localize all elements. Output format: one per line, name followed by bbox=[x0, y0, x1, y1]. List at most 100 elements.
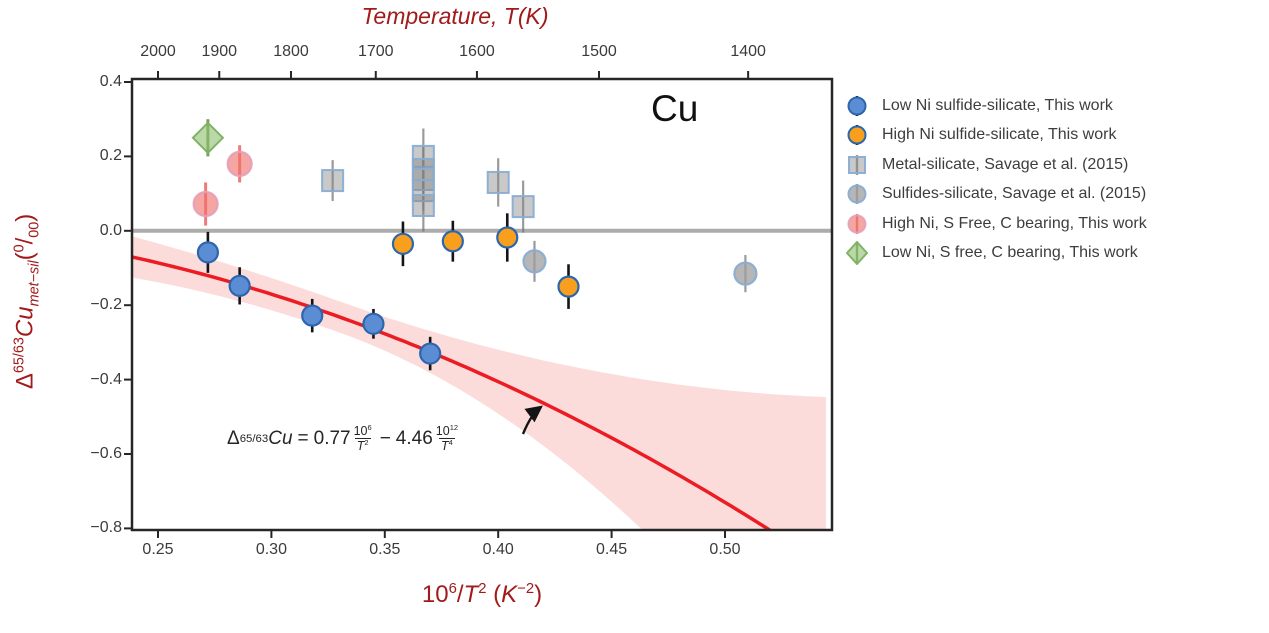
data-point bbox=[411, 144, 435, 168]
series-0 bbox=[196, 231, 442, 371]
top-tick-label: 1900 bbox=[201, 43, 238, 60]
legend-item-high-ni-sulfide: High Ni sulfide-silicate, This work bbox=[846, 121, 1147, 151]
y-tick-label: −0.4 bbox=[90, 370, 122, 388]
x-axis-title-slash: / bbox=[456, 581, 464, 608]
legend: Low Ni sulfide-silicate, This work High … bbox=[845, 91, 1147, 269]
data-point bbox=[192, 190, 219, 218]
series-2 bbox=[321, 128, 535, 233]
equation-arrow bbox=[521, 405, 543, 435]
orange-circle-marker-icon bbox=[846, 123, 868, 147]
y-axis-title-base: Cu bbox=[11, 306, 39, 338]
equation-fraction-1: 106 T2 bbox=[353, 423, 372, 454]
equation-coef1: 0.77 bbox=[313, 427, 351, 449]
x-axis-title-base: 10 bbox=[421, 581, 449, 608]
legend-label: Low Ni, S free, C bearing, This work bbox=[882, 244, 1138, 262]
y-axis-title-close-paren: ) bbox=[11, 213, 39, 222]
legend-item-high-ni-s-free: High Ni, S Free, C bearing, This work bbox=[846, 209, 1147, 239]
legend-item-sulfides-silicate: Sulfides-silicate, Savage et al. (2015) bbox=[846, 180, 1147, 210]
clipped-layers bbox=[132, 119, 832, 530]
legend-item-metal-silicate: Metal-silicate, Savage et al. (2015) bbox=[846, 150, 1147, 180]
y-tick-label: −0.2 bbox=[90, 296, 122, 314]
series-5 bbox=[191, 119, 225, 157]
series-1 bbox=[391, 213, 580, 309]
plot-title-cu: Cu bbox=[651, 88, 699, 129]
y-axis-title-permil-slash: / bbox=[11, 237, 39, 245]
data-point bbox=[511, 195, 535, 219]
data-point bbox=[321, 169, 345, 193]
x-tick-label: 0.40 bbox=[482, 541, 514, 558]
x-axis-title-exp2: 2 bbox=[478, 581, 487, 597]
equation-coef2: 4.46 bbox=[395, 427, 433, 449]
x-axis-title-open-paren: ( bbox=[486, 581, 502, 608]
equation-base: Cu bbox=[268, 427, 293, 449]
y-axis-title-sup: 65/63 bbox=[11, 337, 28, 374]
x-axis-title-exp3: −2 bbox=[517, 581, 535, 597]
top-tick-label: 2000 bbox=[140, 43, 176, 60]
green-diamond-marker-icon bbox=[845, 240, 869, 266]
top-tick-label: 1800 bbox=[273, 43, 309, 60]
top-tick-label: 1600 bbox=[459, 43, 495, 60]
x-axis-title: 106/T2 (K−2) bbox=[352, 581, 612, 609]
x-tick-label: 0.50 bbox=[709, 541, 741, 558]
data-point bbox=[733, 261, 758, 286]
legend-label: Low Ni sulfide-silicate, This work bbox=[882, 96, 1113, 114]
data-point bbox=[419, 342, 442, 365]
data-point bbox=[411, 194, 435, 218]
equation-minus: − bbox=[379, 427, 391, 449]
data-point bbox=[191, 121, 225, 155]
y-axis-title-delta: Δ bbox=[11, 373, 39, 390]
y-tick-label: 0.4 bbox=[99, 73, 122, 90]
data-point bbox=[441, 230, 464, 253]
equation-sup: 65/63 bbox=[239, 432, 269, 445]
data-point bbox=[226, 150, 253, 177]
data-point bbox=[496, 226, 519, 249]
top-tick-label: 1500 bbox=[581, 43, 617, 60]
x-tick-label: 0.35 bbox=[369, 541, 401, 558]
series-3 bbox=[522, 240, 758, 293]
legend-item-low-ni-sulfide: Low Ni sulfide-silicate, This work bbox=[846, 91, 1147, 121]
y-axis-title: Δ65/63Cumet−sil(0/00) bbox=[12, 91, 43, 511]
y-axis-title-open-paren: ( bbox=[11, 252, 39, 261]
x-axis-title-K: K bbox=[501, 581, 518, 608]
blue-circle-marker-icon bbox=[846, 94, 868, 118]
equation-delta: Δ bbox=[227, 427, 240, 449]
equation-equals: = bbox=[297, 427, 309, 449]
y-tick-label: −0.6 bbox=[90, 445, 122, 462]
y-tick-label: 0.2 bbox=[99, 147, 122, 165]
data-point bbox=[362, 312, 385, 335]
x-axis-title-T: T bbox=[463, 581, 479, 608]
y-axis-title-sub: met−sil bbox=[26, 260, 43, 307]
legend-item-low-ni-s-free: Low Ni, S free, C bearing, This work bbox=[845, 239, 1147, 269]
gray-circle-marker-icon bbox=[846, 182, 868, 206]
data-point bbox=[557, 275, 580, 298]
top-tick-label: 1700 bbox=[357, 43, 394, 60]
legend-label: High Ni, S Free, C bearing, This work bbox=[882, 214, 1147, 232]
y-axis-title-permil-num: 0 bbox=[11, 244, 28, 253]
legend-label: Sulfides-silicate, Savage et al. (2015) bbox=[882, 185, 1147, 203]
pink-circle-marker-icon bbox=[846, 212, 868, 236]
data-point bbox=[486, 170, 510, 194]
top-axis-title: Temperature, T(K) bbox=[361, 3, 549, 29]
legend-label: Metal-silicate, Savage et al. (2015) bbox=[882, 155, 1129, 173]
series-4 bbox=[192, 145, 253, 226]
fit-equation: Δ 65/63 Cu = 0.77 106 T2−4.46 1012 T4 bbox=[227, 423, 461, 454]
x-axis-title-close-paren: ) bbox=[534, 581, 543, 608]
legend-label: High Ni sulfide-silicate, This work bbox=[882, 126, 1117, 144]
x-tick-label: 0.45 bbox=[596, 541, 628, 558]
x-tick-label: 0.25 bbox=[142, 541, 174, 558]
y-axis-title-permil-den: 00 bbox=[26, 221, 43, 238]
gray-square-marker-icon bbox=[846, 153, 868, 177]
axis-ticks bbox=[124, 71, 750, 538]
equation-fraction-2: 1012 T4 bbox=[435, 423, 459, 454]
x-tick-label: 0.30 bbox=[255, 541, 287, 558]
data-point bbox=[301, 304, 324, 327]
data-point bbox=[228, 274, 251, 297]
data-point bbox=[391, 232, 415, 255]
y-tick-label: −0.8 bbox=[90, 519, 122, 537]
x-axis-title-exp1: 6 bbox=[448, 581, 457, 597]
data-point bbox=[196, 241, 219, 264]
y-tick-label: 0.0 bbox=[99, 221, 122, 239]
top-tick-label: 1400 bbox=[730, 43, 766, 60]
